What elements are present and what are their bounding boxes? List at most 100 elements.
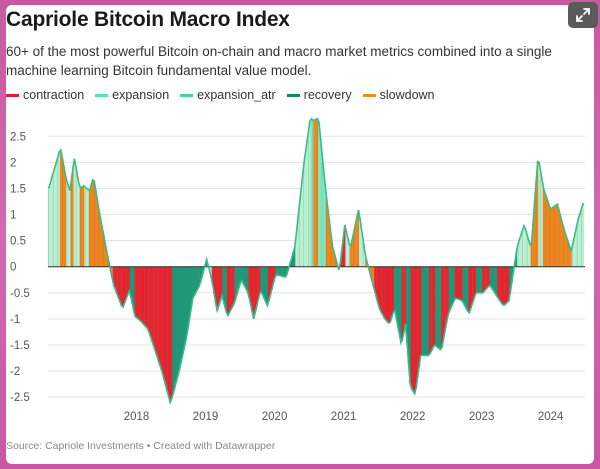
data-bar-contraction xyxy=(340,250,343,267)
data-bar-expansion xyxy=(87,189,90,267)
data-bar-slowdown xyxy=(535,181,538,267)
data-bar-expansion xyxy=(538,162,541,267)
expand-icon xyxy=(576,8,590,22)
data-bar-contraction xyxy=(504,266,507,304)
data-bar-recovery xyxy=(515,252,518,267)
data-bar-recovery xyxy=(448,266,451,311)
legend-label: slowdown xyxy=(379,88,435,102)
data-bar-slowdown xyxy=(553,206,556,267)
data-bar-slowdown xyxy=(97,208,100,267)
data-bar-slowdown xyxy=(357,209,360,267)
data-bar-contraction xyxy=(254,266,257,313)
data-bar-expansion xyxy=(296,221,299,267)
data-bar-expansion xyxy=(73,158,76,267)
data-bar-recovery xyxy=(173,266,176,388)
data-bar-contraction xyxy=(377,266,380,305)
data-bar-contraction xyxy=(158,266,161,364)
data-bar-contraction xyxy=(161,266,164,374)
expand-button[interactable] xyxy=(568,2,598,28)
data-bar-recovery xyxy=(495,266,498,296)
legend-label: contraction xyxy=(23,88,85,102)
data-bar-slowdown xyxy=(328,222,331,267)
data-bar-contraction xyxy=(342,237,345,267)
data-bar-expansion xyxy=(527,239,530,267)
data-bar-contraction xyxy=(415,266,418,388)
data-bar-contraction xyxy=(445,266,448,324)
data-bar-contraction xyxy=(378,266,381,310)
data-bar-recovery xyxy=(509,266,512,293)
legend-label: expansion_atr xyxy=(197,88,276,102)
data-bar-contraction xyxy=(146,266,149,329)
data-bar-expansion xyxy=(210,266,213,278)
legend-item-slowdown: slowdown xyxy=(362,88,435,102)
data-bar-expansion xyxy=(302,164,305,267)
x-tick-label: 2019 xyxy=(193,411,219,423)
data-bar-recovery xyxy=(398,266,401,335)
data-bar-contraction xyxy=(125,266,128,299)
data-bar-contraction xyxy=(122,266,125,308)
data-bar-recovery xyxy=(450,266,453,308)
data-bar-contraction xyxy=(216,266,219,311)
data-bar-recovery xyxy=(132,266,135,311)
data-bar-expansion xyxy=(580,207,583,267)
data-bar-contraction xyxy=(214,266,217,303)
data-bar-slowdown xyxy=(62,166,65,267)
data-bar-contraction xyxy=(389,266,392,322)
data-bar-contraction xyxy=(248,266,251,298)
y-tick-label: 0.5 xyxy=(10,236,26,248)
y-tick-label: 2.5 xyxy=(10,131,26,143)
data-bar-recovery xyxy=(181,266,184,357)
data-bar-contraction xyxy=(258,266,261,294)
data-bar-expansion xyxy=(517,244,519,267)
data-bar-contraction xyxy=(428,266,431,354)
data-bar-slowdown xyxy=(70,179,73,267)
data-bar-expansion xyxy=(295,235,298,267)
data-bar-contraction xyxy=(483,266,486,291)
data-bar-expansion-atr xyxy=(312,119,314,267)
legend-item-recovery: recovery xyxy=(286,88,352,102)
data-bar-expansion xyxy=(573,237,576,267)
data-bar-expansion xyxy=(298,206,301,267)
data-bar-contraction xyxy=(164,266,167,386)
data-bar-contraction xyxy=(271,266,273,290)
data-bar-contraction xyxy=(413,266,416,394)
data-bar-slowdown xyxy=(330,235,333,267)
data-bar-contraction xyxy=(123,266,126,303)
data-bar-slowdown xyxy=(530,242,533,267)
data-bar-recovery xyxy=(179,266,182,364)
data-bar-contraction xyxy=(474,266,477,295)
data-bar-slowdown xyxy=(554,205,557,267)
data-bar-contraction xyxy=(416,266,419,377)
data-bar-slowdown xyxy=(107,257,109,267)
data-bar-contraction xyxy=(503,266,506,306)
data-bar-recovery xyxy=(407,266,410,364)
data-bar-contraction xyxy=(392,266,395,313)
data-bar-slowdown xyxy=(551,207,554,267)
data-bar-slowdown xyxy=(81,186,84,267)
data-bar-expansion xyxy=(58,151,61,267)
data-bar-expansion xyxy=(582,202,585,267)
data-bar-expansion xyxy=(526,234,528,267)
data-bar-slowdown xyxy=(365,258,367,267)
data-bar-contraction xyxy=(274,266,276,278)
data-bar-slowdown xyxy=(561,221,563,267)
data-bar-contraction xyxy=(431,266,434,349)
data-bar-contraction xyxy=(255,266,258,307)
data-bar-contraction xyxy=(457,266,460,300)
data-bar-contraction xyxy=(468,266,471,313)
data-bar-recovery xyxy=(476,266,478,293)
legend-swatch xyxy=(286,93,300,97)
legend: contraction expansion expansion_atr recover… xyxy=(6,88,435,102)
data-bar-recovery xyxy=(176,266,179,377)
data-bar-recovery xyxy=(278,266,281,276)
data-bar-recovery xyxy=(466,266,469,312)
data-bar-expansion xyxy=(345,231,348,267)
data-bar-expansion xyxy=(75,167,77,267)
data-bar-expansion xyxy=(69,190,71,267)
y-tick-label: -2.5 xyxy=(10,392,30,404)
data-bar-contraction xyxy=(380,266,383,313)
data-bar-contraction xyxy=(387,266,390,324)
data-bar-slowdown xyxy=(93,181,96,267)
data-bar-slowdown xyxy=(545,198,548,267)
data-bar-contraction xyxy=(230,266,232,310)
